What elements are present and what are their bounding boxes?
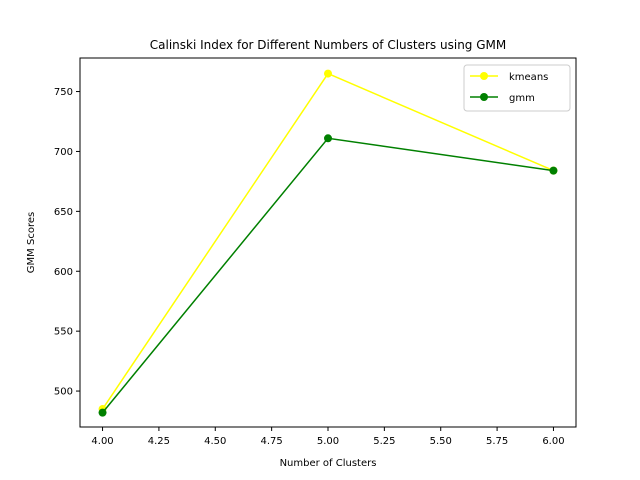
x-axis-ticks: 4.00 4.25 4.50 4.75 5.00 5.25 5.50 5.75 6.00 <box>91 427 565 447</box>
legend-marker-kmeans <box>480 72 488 80</box>
plot-frame <box>79 57 577 428</box>
y-tick-label: 500 <box>54 387 73 398</box>
x-tick-label: 5.50 <box>430 436 452 447</box>
x-tick-label: 5.75 <box>486 436 508 447</box>
y-tick-label: 700 <box>54 147 73 158</box>
y-tick-label: 550 <box>54 327 73 338</box>
x-tick-label: 5.00 <box>317 436 339 447</box>
y-tick-label: 750 <box>54 87 73 98</box>
legend-label-gmm: gmm <box>509 93 535 104</box>
data-point-kmeans <box>324 69 332 78</box>
x-tick-label: 4.75 <box>261 436 283 447</box>
data-point-gmm <box>549 166 558 175</box>
data-point-gmm <box>324 134 332 143</box>
x-tick-label: 6.00 <box>542 436 564 447</box>
legend: kmeans gmm <box>463 64 571 112</box>
x-tick-label: 4.50 <box>204 436 226 447</box>
y-tick-label: 600 <box>54 267 73 278</box>
x-tick-label: 4.25 <box>148 436 170 447</box>
x-tick-label: 4.00 <box>91 436 113 447</box>
data-point-gmm <box>98 408 107 417</box>
chart-title: Calinski Index for Different Numbers of … <box>150 38 506 52</box>
legend-label-kmeans: kmeans <box>509 72 548 83</box>
x-axis-label: Number of Clusters <box>280 458 377 469</box>
legend-marker-gmm <box>480 93 488 101</box>
y-tick-label: 650 <box>54 207 73 218</box>
x-tick-label: 5.25 <box>373 436 395 447</box>
series-group <box>98 69 558 417</box>
y-axis-ticks: 500 550 600 650 700 750 <box>54 87 80 398</box>
y-axis-label: GMM Scores <box>26 212 37 273</box>
